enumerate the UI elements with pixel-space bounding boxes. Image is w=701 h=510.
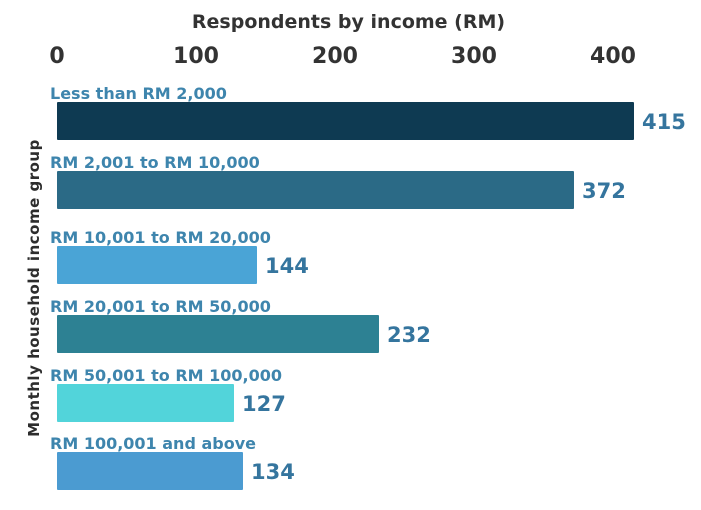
x-axis-tick: 200	[312, 44, 358, 69]
bar-category-label: RM 2,001 to RM 10,000	[50, 153, 260, 172]
chart-title: Respondents by income (RM)	[191, 11, 506, 33]
x-axis-tick: 0	[49, 44, 65, 69]
bar	[57, 246, 257, 284]
bar-value-label: 144	[265, 254, 309, 278]
bar-category-label: RM 50,001 to RM 100,000	[50, 366, 283, 385]
bar-category-label: Less than RM 2,000	[50, 84, 227, 103]
x-axis-tick: 100	[173, 44, 219, 69]
bar	[57, 171, 574, 209]
bar-value-label: 127	[242, 392, 286, 416]
x-axis-tick: 300	[451, 44, 497, 69]
bar	[57, 452, 243, 490]
bar	[57, 102, 634, 140]
bar-value-label: 134	[251, 460, 295, 484]
bar	[57, 315, 379, 353]
x-axis-tick: 400	[590, 44, 636, 69]
bar-category-label: RM 100,001 and above	[50, 434, 256, 453]
bar-category-label: RM 10,001 to RM 20,000	[50, 228, 271, 247]
y-axis-title: Monthly household income group	[25, 139, 43, 437]
bar-category-label: RM 20,001 to RM 50,000	[50, 297, 271, 316]
bar	[57, 384, 234, 422]
bar-value-label: 232	[387, 323, 431, 347]
bar-value-label: 415	[642, 110, 686, 134]
x-axis: 0 100 200 300 400	[0, 0, 701, 80]
bar-value-label: 372	[582, 179, 626, 203]
